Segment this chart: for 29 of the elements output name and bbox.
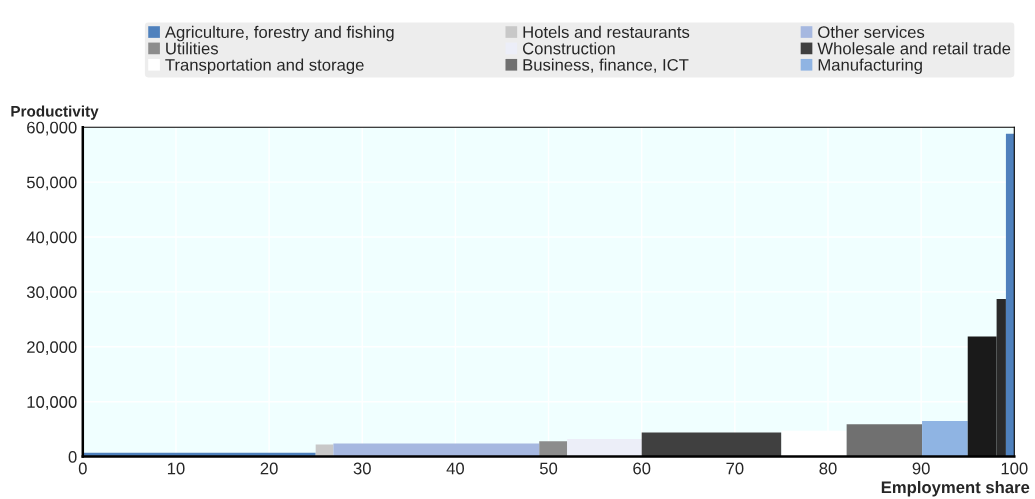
y-tick-label: 40,000 [26,231,77,246]
y-tick-label: 20,000 [27,341,77,355]
x-tick-label: 90 [912,462,930,475]
legend-label: Utilities [166,42,219,55]
x-tick-label: 60 [633,462,651,475]
legend-label: Manufacturing [818,58,922,75]
legend-label: Business, finance, ICT [523,58,689,73]
x-tick-label: 0 [78,462,87,475]
legend-label: Agriculture, forestry and fishing [164,25,394,42]
x-axis-title: Employment share [881,480,1030,497]
y-axis-title: Productivity [11,105,99,120]
x-tick-label: 40 [446,462,465,475]
y-tick-label: 0 [68,450,77,463]
y-tick-label: 10,000 [27,396,77,410]
y-tick-label: 50,000 [26,176,77,191]
x-tick-label: 80 [819,462,837,475]
x-tick-label: 70 [726,462,744,475]
legend-label: Transportation and storage [165,58,364,75]
x-tick-label: 100 [1001,462,1028,475]
legend-label: Construction [523,42,615,55]
y-tick-label: 30,000 [26,286,77,301]
legend-label: Wholesale and retail trade [817,42,1011,55]
x-tick-label: 20 [260,462,278,475]
x-tick-label: 50 [539,462,558,475]
legend-label: Hotels and restaurants [523,25,690,39]
y-tick-label: 60,000 [27,121,77,136]
x-tick-label: 10 [167,462,185,475]
x-tick-label: 30 [353,462,371,475]
legend-label: Other services [818,25,925,39]
